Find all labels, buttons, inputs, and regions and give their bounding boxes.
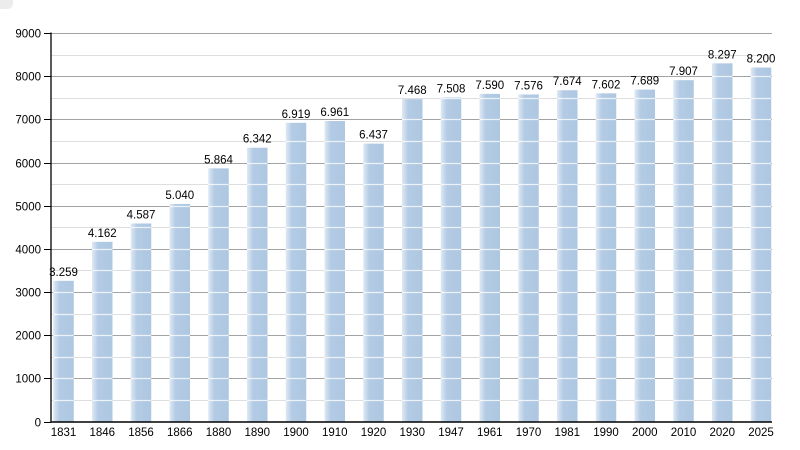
x-tick-label: 1990	[593, 427, 619, 439]
bar-2000	[634, 89, 655, 422]
value-label: 7.576	[514, 80, 543, 92]
bar-1831	[53, 280, 74, 422]
x-tick-label: 1920	[361, 427, 387, 439]
x-tick-label: 1947	[438, 427, 464, 439]
bar-1947	[440, 97, 462, 422]
value-label: 6.919	[282, 109, 311, 121]
bar-1900	[285, 122, 307, 422]
bar-1930	[402, 99, 423, 422]
bar-2025	[750, 67, 772, 422]
bar-1880	[208, 168, 229, 422]
value-label: 4.587	[127, 209, 156, 221]
x-tick-label: 1961	[477, 427, 503, 439]
x-tick-label: 1890	[244, 427, 270, 439]
value-label: 4.162	[88, 228, 117, 240]
x-tick-label: 2025	[748, 427, 774, 439]
x-tick-label: 1981	[554, 427, 580, 439]
x-tick-label: 1866	[167, 427, 193, 439]
bar-1961	[479, 93, 500, 422]
y-tick-label: 6000	[15, 159, 41, 171]
bar-1866	[169, 203, 190, 422]
y-tick-label: 1000	[15, 374, 41, 386]
value-label: 7.590	[475, 80, 504, 92]
value-label: 7.602	[592, 79, 621, 91]
value-label: 6.961	[320, 107, 349, 119]
y-tick-label: 8000	[15, 72, 41, 84]
x-tick-label: 2010	[671, 427, 697, 439]
y-tick-label: 3000	[15, 288, 41, 300]
corner-artifact	[0, 0, 13, 9]
value-label: 8.200	[747, 54, 776, 66]
value-label: 6.437	[359, 130, 388, 142]
bar-1856	[130, 223, 152, 422]
y-tick-label: 2000	[15, 331, 41, 343]
x-tick-label: 1930	[399, 427, 425, 439]
value-label: 7.508	[437, 83, 466, 95]
x-tick-label: 1831	[51, 427, 77, 439]
bar-1846	[92, 241, 113, 422]
value-label: 5.864	[204, 154, 233, 166]
bar-2020	[712, 63, 733, 422]
value-label: 5.040	[165, 190, 194, 202]
y-tick-label: 7000	[15, 115, 41, 127]
x-tick-label: 1910	[322, 427, 348, 439]
value-label: 6.342	[243, 134, 272, 146]
bar-2010	[673, 80, 694, 422]
x-tick-label: 1856	[128, 427, 154, 439]
value-label: 7.674	[553, 76, 582, 88]
bar-1981	[557, 90, 578, 422]
value-label: 7.468	[398, 85, 427, 97]
y-tick-label: 4000	[15, 245, 41, 257]
y-tick-label: 9000	[15, 29, 41, 41]
x-tick-label: 2020	[709, 427, 735, 439]
y-tick-label: 5000	[15, 202, 41, 214]
bar-1910	[324, 121, 345, 422]
bar-1920	[363, 143, 384, 422]
bar-1990	[595, 93, 617, 422]
value-label: 8.297	[708, 49, 737, 61]
x-tick-label: 1880	[206, 427, 232, 439]
x-tick-label: 1846	[89, 427, 115, 439]
value-label: 7.689	[630, 76, 659, 88]
value-label: 7.907	[669, 66, 698, 78]
y-tick-label: 0	[35, 418, 41, 430]
x-tick-label: 1970	[516, 427, 542, 439]
bar-1970	[518, 94, 539, 422]
x-tick-label: 1900	[283, 427, 309, 439]
x-tick-label: 2000	[632, 427, 658, 439]
bar-1890	[247, 147, 268, 422]
value-label: 3.259	[49, 267, 78, 279]
